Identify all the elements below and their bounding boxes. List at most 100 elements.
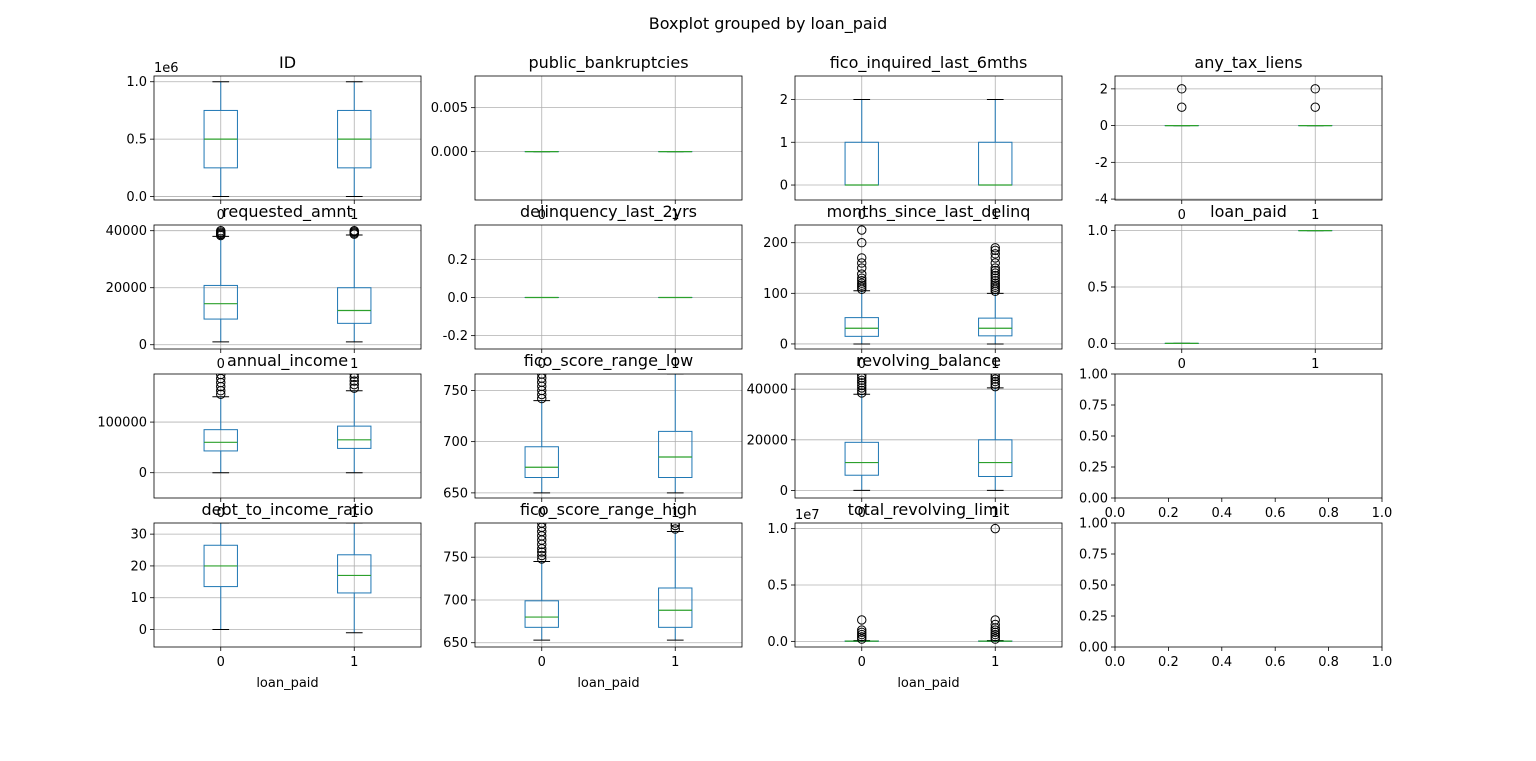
subplot-title: debt_to_income_ratio <box>202 500 374 520</box>
y-tick-label: 1.00 <box>1079 368 1108 383</box>
flier-point <box>349 374 359 379</box>
x-tick-label: 0 <box>217 208 225 223</box>
x-axis: 0.0 0.2 0.4 0.6 0.8 1.0 <box>1105 647 1392 670</box>
y-tick-label: 0.5 <box>1087 281 1108 296</box>
flier-point <box>857 383 867 393</box>
flier-point <box>990 263 1000 273</box>
flier-point <box>857 273 867 283</box>
y-tick-label: -2 <box>1095 156 1108 171</box>
figure-title: Boxplot grouped by loan_paid <box>649 14 888 34</box>
flier-point <box>857 374 867 383</box>
box-body <box>524 600 559 628</box>
flier-point <box>857 632 867 642</box>
flier-point <box>990 627 1000 638</box>
y-tick-label: -4 <box>1095 193 1108 208</box>
flier-point <box>670 523 680 528</box>
x-tick-label: 0.4 <box>1211 655 1232 670</box>
y-tick-label: 0 <box>139 338 147 353</box>
y-tick-label: 0.005 <box>431 101 468 116</box>
box-1 <box>337 81 372 198</box>
flier-point <box>990 632 1000 642</box>
flier-point <box>349 376 359 386</box>
flier-point <box>990 619 1000 630</box>
subplot-title: total_revolving_limit <box>848 500 1010 520</box>
box-body <box>337 287 372 324</box>
y-tick-label: 0 <box>1100 119 1108 134</box>
y-tick-label: 20000 <box>747 433 788 448</box>
x-tick-label: 0 <box>1178 208 1186 223</box>
x-axis-label: loan_paid <box>577 676 639 691</box>
y-tick-label: 700 <box>443 593 468 608</box>
flier-point <box>990 379 1000 389</box>
flier-point <box>990 275 1000 286</box>
flier-point <box>857 625 867 635</box>
flier-point <box>857 634 867 644</box>
x-tick-label: 0 <box>858 357 866 372</box>
subplot-title: fico_score_range_low <box>524 351 694 371</box>
x-tick-label: 0.6 <box>1265 506 1286 521</box>
flier-point <box>670 523 680 531</box>
y-tick-label: 0.0 <box>126 190 147 205</box>
y-axis: -4 -2 0 2 <box>1095 82 1115 208</box>
x-tick-label: 1 <box>1311 357 1319 372</box>
flier-point <box>216 374 226 380</box>
flier-point <box>1177 102 1187 112</box>
flier-point <box>990 249 1000 259</box>
flier-point <box>990 629 1000 640</box>
y-tick-label: 20000 <box>106 281 147 296</box>
x-tick-label: 1 <box>1311 208 1319 223</box>
box-1 <box>658 374 693 494</box>
flier-point <box>537 550 547 561</box>
flier-point <box>990 523 1000 534</box>
y-tick-label: 2 <box>780 93 788 108</box>
flier-point <box>537 547 547 557</box>
y-tick-label: 1.00 <box>1079 517 1108 532</box>
y-tick-label: 30 <box>130 528 147 543</box>
axes-frame <box>474 75 743 201</box>
y-tick-label: 0 <box>139 466 147 481</box>
x-tick-label: 1 <box>991 655 999 670</box>
x-tick-label: 1 <box>350 208 358 223</box>
x-tick-label: 0 <box>217 506 225 521</box>
box-0 <box>524 523 559 641</box>
flier-point <box>990 374 1000 379</box>
y-tick-label: -0.2 <box>443 329 468 344</box>
flier-point <box>990 265 1000 276</box>
y-tick-label: 40000 <box>747 383 788 398</box>
flier-point <box>349 383 359 393</box>
axes-frame <box>794 75 1063 201</box>
y-tick-label: 1.0 <box>126 75 147 90</box>
box-body <box>524 446 559 479</box>
box-1 <box>978 243 1013 345</box>
flier-point <box>857 269 867 279</box>
subplot-title: ID <box>279 53 296 72</box>
y-tick-label: 40000 <box>106 224 147 239</box>
x-axis-label: loan_paid <box>897 676 959 691</box>
flier-point <box>990 253 1000 263</box>
y-tick-label: 0 <box>780 484 788 499</box>
y-axis: 0 10 20 30 <box>130 528 154 638</box>
grid-lines <box>475 76 742 200</box>
box-body <box>658 430 693 479</box>
y-tick-label: 2 <box>1100 82 1108 97</box>
flier-point <box>990 634 1000 644</box>
subplot-title: requested_amnt <box>222 202 353 222</box>
y-axis: 0.0 0.5 1.0 <box>1087 224 1115 352</box>
flier-point <box>990 243 1000 253</box>
box-0 <box>844 225 879 345</box>
flier-point <box>857 388 867 398</box>
x-tick-label: 0 <box>858 655 866 670</box>
box-body <box>844 441 879 476</box>
box-0 <box>524 374 559 494</box>
